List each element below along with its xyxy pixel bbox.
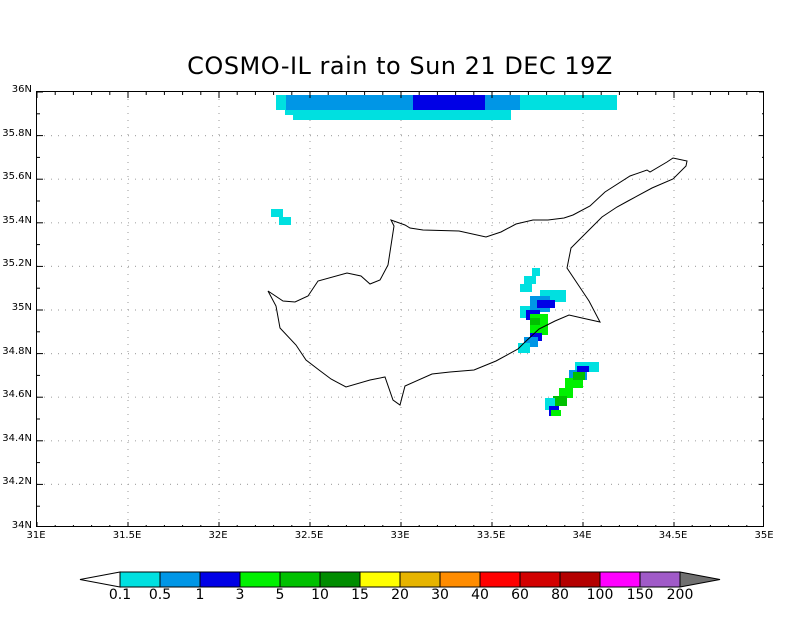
colorbar (79, 571, 721, 588)
rain-cell (279, 217, 291, 225)
rain-cell (413, 95, 485, 110)
y-axis-tick-label: 35.4N (2, 214, 32, 226)
rain-cell (276, 95, 286, 110)
rain-cell (524, 276, 536, 284)
rain-cell (293, 115, 511, 120)
cyprus-coastline (267, 157, 688, 406)
colorbar-label: 0.5 (148, 587, 172, 603)
colorbar-segment (359, 571, 401, 588)
colorbar-label: 200 (666, 587, 694, 603)
colorbar-label: 1 (195, 587, 205, 603)
y-axis-tick-label: 34.4N (2, 432, 32, 444)
colorbar-segment (279, 571, 321, 588)
colorbar-label: 60 (511, 587, 529, 603)
colorbar-segment (639, 571, 681, 588)
rain-cell (537, 300, 555, 308)
colorbar-label: 20 (391, 587, 409, 603)
colorbar-under-triangle (79, 571, 121, 588)
x-axis-tick-label: 34E (572, 530, 592, 541)
colorbar-label: 5 (275, 587, 285, 603)
x-axis-tick-label: 32.5E (294, 530, 324, 541)
frame-ticks (37, 92, 763, 526)
x-axis-tick-label: 33.5E (476, 530, 506, 541)
rain-cell (559, 388, 573, 398)
rain-cell (520, 284, 532, 292)
rain-cell (577, 366, 589, 372)
rain-cell (553, 396, 567, 406)
colorbar-label: 40 (471, 587, 489, 603)
y-axis-tick-label: 34N (11, 520, 32, 531)
rain-cell (532, 268, 540, 276)
rain-cell (518, 343, 530, 353)
map-canvas (37, 92, 763, 526)
rain-cell (520, 306, 530, 318)
colorbar-over-triangle (679, 571, 721, 588)
colorbar-label: 0.1 (108, 587, 132, 603)
rain-cell (524, 337, 538, 347)
colorbar-segment (159, 571, 201, 588)
y-axis-tick-label: 35N (11, 302, 32, 313)
x-axis-tick-label: 35E (754, 530, 774, 541)
colorbar-segment (319, 571, 361, 588)
y-axis-tick-label: 34.8N (2, 345, 32, 357)
y-axis-tick-label: 36N (11, 84, 32, 95)
colorbar-label: 80 (551, 587, 569, 603)
rain-cell (530, 318, 540, 326)
colorbar-segment (399, 571, 441, 588)
map-title: COSMO-IL rain to Sun 21 DEC 19Z (187, 52, 613, 80)
colorbar-segment (239, 571, 281, 588)
colorbar-segment (559, 571, 601, 588)
colorbar-label: 10 (311, 587, 329, 603)
rain-cell (285, 110, 511, 115)
colorbar-label: 15 (351, 587, 369, 603)
colorbar-label: 100 (586, 587, 614, 603)
colorbar-segment (519, 571, 561, 588)
colorbar-segment (479, 571, 521, 588)
map-frame (36, 91, 764, 527)
y-axis-tick-label: 34.2N (2, 476, 32, 488)
y-axis-tick-label: 35.6N (2, 171, 32, 183)
rain-cell (545, 398, 555, 410)
x-axis-tick-label: 32E (208, 530, 228, 541)
colorbar-label: 3 (235, 587, 245, 603)
rain-cell (271, 209, 283, 217)
grid-lines (37, 92, 763, 526)
x-axis-tick-label: 33E (390, 530, 410, 541)
rain-cell (530, 325, 548, 335)
x-axis-tick-label: 34.5E (658, 530, 688, 541)
colorbar-segment (119, 571, 161, 588)
rain-cell (565, 378, 583, 388)
y-axis-tick-label: 35.2N (2, 258, 32, 270)
colorbar-label: 30 (431, 587, 449, 603)
colorbar-segment (439, 571, 481, 588)
x-axis-tick-label: 31E (26, 530, 46, 541)
x-axis-tick-label: 31.5E (112, 530, 142, 541)
rain-cell (551, 410, 561, 416)
rain-cell (520, 95, 617, 110)
colorbar-segment (199, 571, 241, 588)
y-axis-tick-label: 35.8N (2, 127, 32, 139)
colorbar-label: 150 (626, 587, 654, 603)
y-axis-tick-label: 34.6N (2, 389, 32, 401)
rain-cells (271, 95, 617, 416)
colorbar-segment (599, 571, 641, 588)
rain-cell (573, 372, 585, 380)
